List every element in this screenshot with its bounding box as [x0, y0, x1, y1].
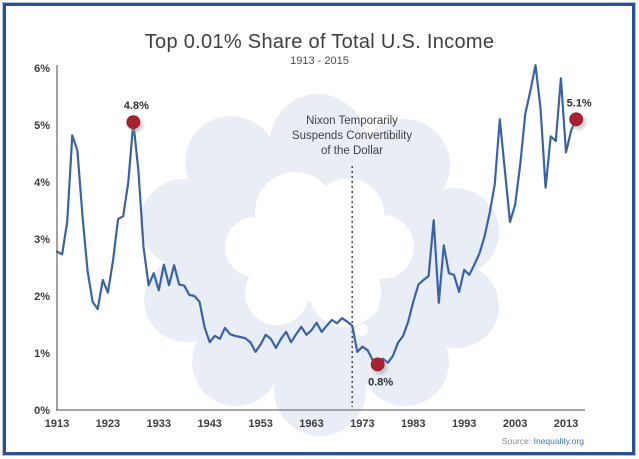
y-tick-label: 5% [34, 120, 50, 132]
y-tick-label: 6% [34, 63, 50, 75]
x-tick-label: 1973 [350, 418, 374, 430]
x-tick-label: 2013 [554, 418, 578, 430]
x-tick-label: 1963 [299, 418, 323, 430]
y-tick-label: 1% [34, 348, 50, 360]
point-label: 5.1% [567, 97, 592, 109]
chart-subtitle: 1913 - 2015 [290, 55, 349, 67]
nixon-annotation-line: of the Dollar [320, 145, 384, 157]
nixon-annotation: Nixon Temporarily Suspends Convertibilit… [292, 114, 412, 159]
y-tick-label: 2% [34, 291, 50, 303]
income-line [55, 64, 578, 366]
chart-title: Top 0.01% Share of Total U.S. Income [144, 31, 495, 53]
x-tick-label: 1923 [96, 418, 120, 430]
nixon-annotation-line: Nixon Temporarily [306, 115, 398, 127]
x-tick-label: 1943 [197, 418, 221, 430]
marked-point-dot [569, 112, 584, 127]
x-tick-label: 1993 [452, 418, 476, 430]
source-note: Source: Inequality.org [502, 436, 584, 446]
y-tick-label: 3% [34, 234, 50, 246]
y-tick-label: 0% [34, 405, 50, 417]
source-link[interactable]: Inequality.org [533, 436, 584, 446]
marked-point-dot [126, 115, 141, 130]
nixon-annotation-line: Suspends Convertibility [291, 130, 413, 142]
point-label: 0.8% [368, 376, 393, 388]
watermark-cloud-dot [357, 294, 379, 316]
x-tick-label: 1933 [147, 418, 171, 430]
y-tick-label: 4% [34, 177, 50, 189]
marked-point-dot [370, 357, 385, 372]
watermark-cloud-dot [356, 324, 368, 336]
x-tick-label: 1983 [401, 418, 425, 430]
watermark-cloud [309, 255, 381, 327]
x-tick-label: 2003 [503, 418, 527, 430]
source-prefix: Source: [501, 436, 532, 446]
point-label: 4.8% [124, 100, 149, 112]
watermark-cloud [278, 194, 346, 262]
watermark-cloud [245, 261, 309, 325]
x-tick-label: 1953 [248, 418, 272, 430]
x-tick-label: 1913 [45, 418, 69, 430]
